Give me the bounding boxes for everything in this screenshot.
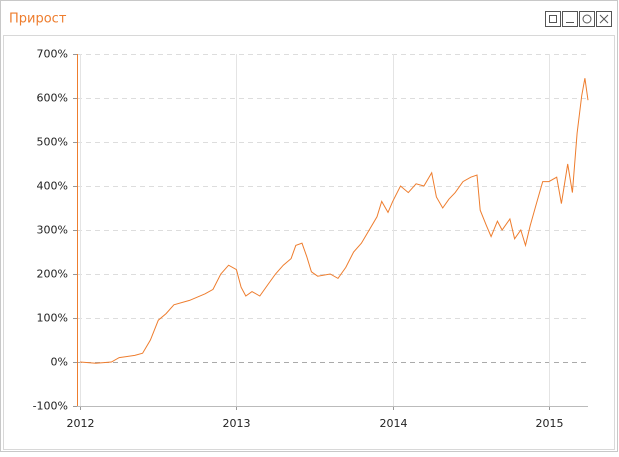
window-title: Прирост bbox=[9, 12, 67, 27]
x-tick-label: 2012 bbox=[67, 417, 95, 430]
maximize-button[interactable] bbox=[545, 11, 561, 27]
window-buttons[interactable] bbox=[545, 11, 612, 27]
icon bbox=[582, 14, 592, 24]
line-series bbox=[80, 78, 589, 364]
x-tick-label: 2015 bbox=[536, 417, 564, 430]
plot: -100% 0% 100% 200% 300% 400% 500% 600% 700% 2012 2… bbox=[33, 48, 589, 430]
icon bbox=[599, 14, 609, 24]
y-tick-label: 400% bbox=[37, 180, 68, 193]
y-tick-label: 200% bbox=[37, 268, 68, 281]
x-tick-label: 2013 bbox=[223, 417, 251, 430]
y-tick-label: 500% bbox=[37, 136, 68, 149]
minimize-button[interactable] bbox=[562, 11, 578, 27]
icon bbox=[549, 15, 557, 23]
y-tick-label: 300% bbox=[37, 224, 68, 237]
y-tick-label: -100% bbox=[33, 400, 68, 413]
refresh-button[interactable] bbox=[579, 11, 595, 27]
y-tick-label: 600% bbox=[37, 92, 68, 105]
chart-panel bbox=[3, 35, 615, 450]
y-tick-label: 700% bbox=[37, 48, 68, 61]
y-tick-label: 0% bbox=[51, 356, 68, 369]
y-tick-label: 100% bbox=[37, 312, 68, 325]
x-tick-label: 2014 bbox=[380, 417, 408, 430]
